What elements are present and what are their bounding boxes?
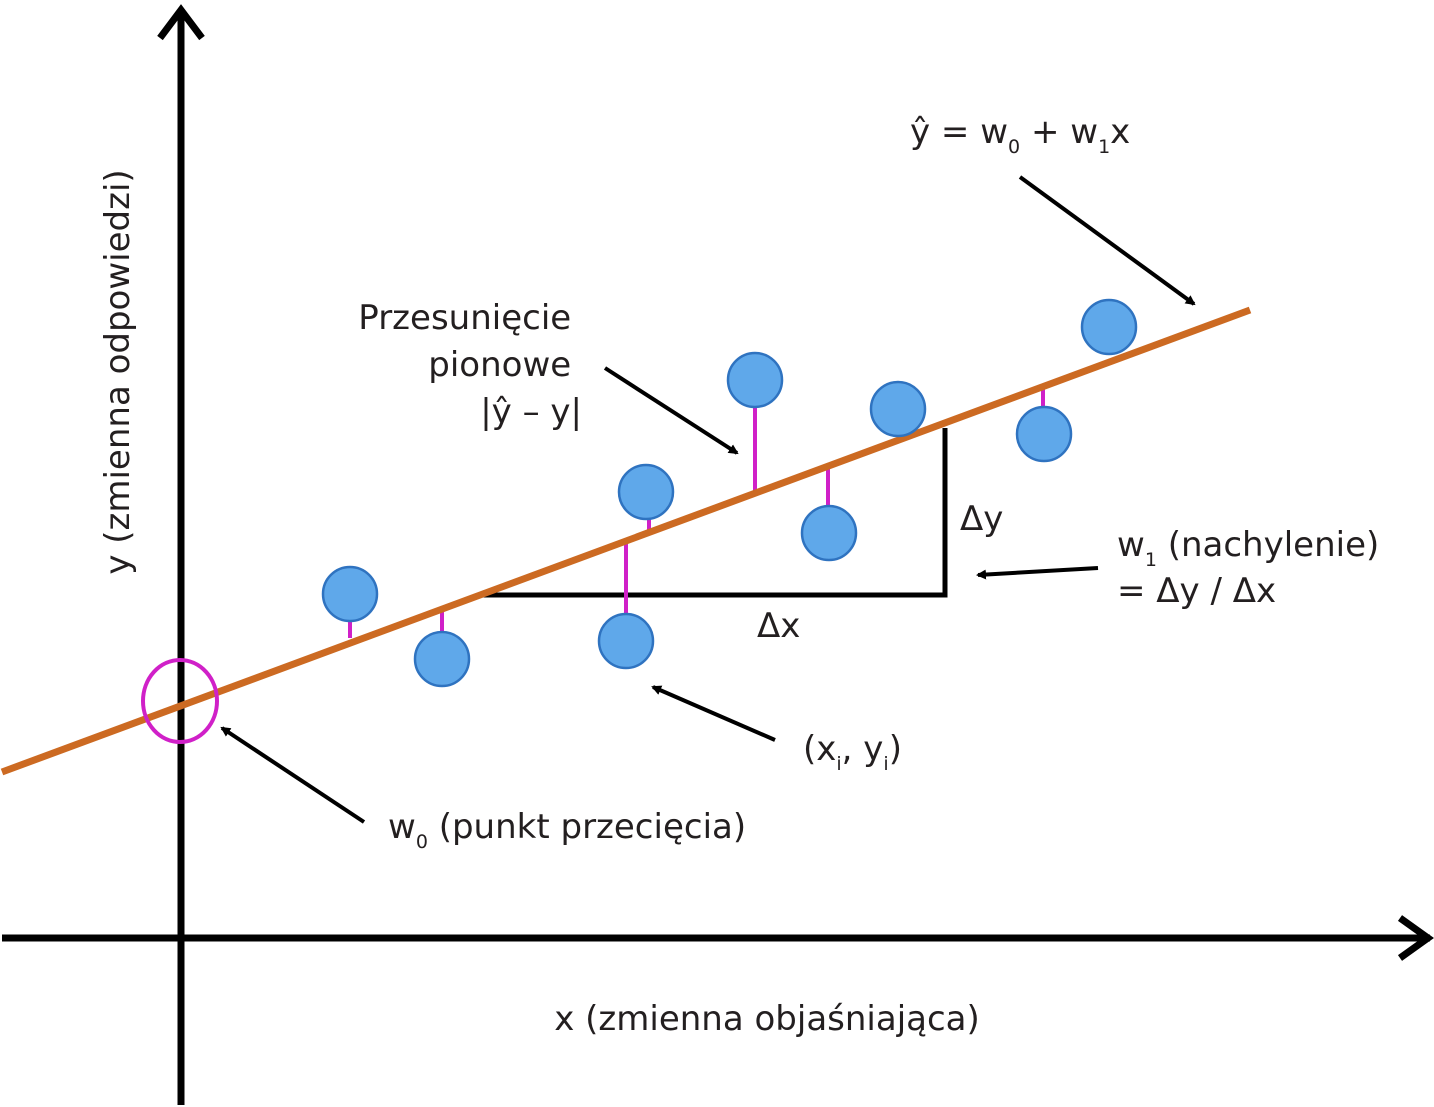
slope-triangle (483, 428, 948, 598)
data-point (597, 612, 655, 670)
slope-label: w1 (nachylenie) (1117, 525, 1379, 571)
equation-label: ŷ = w0 + w1x (910, 112, 1130, 158)
x-axis-label: x (zmienna objaśniająca) (554, 999, 980, 1039)
slope-formula: = Δy / Δx (1117, 571, 1276, 611)
data-point (800, 504, 858, 562)
intercept-circle (141, 658, 219, 744)
data-point (413, 630, 471, 688)
residual-label: Przesunięcie pionowe |ŷ – y| (358, 298, 582, 432)
point-label: (xi, yi) (803, 729, 902, 775)
y-axis-label: y (zmienna odpowiedzi) (98, 169, 138, 574)
intercept-arrow (220, 726, 366, 824)
y-axis-arrowhead (157, 4, 205, 41)
data-point (726, 351, 784, 409)
slope-arrow (976, 566, 1099, 580)
x-axis-arrowhead (1397, 915, 1434, 961)
data-point (617, 463, 675, 521)
point-arrow (651, 685, 776, 742)
residual-label-line2: pionowe (428, 345, 571, 385)
data-point (321, 565, 379, 623)
regression-line (0, 306, 1252, 776)
delta-y-label: Δy (960, 499, 1003, 539)
residual-label-line3: |ŷ – y| (480, 392, 582, 432)
data-points (321, 298, 1138, 688)
data-point (869, 380, 927, 438)
residual-label-line1: Przesunięcie (358, 298, 571, 338)
data-point (1080, 298, 1138, 356)
intercept-label: w0 (punkt przecięcia) (388, 807, 746, 853)
data-point (1015, 405, 1073, 463)
delta-x-label: Δx (757, 606, 800, 646)
residual-arrow (603, 366, 739, 455)
equation-arrow (1018, 175, 1196, 306)
